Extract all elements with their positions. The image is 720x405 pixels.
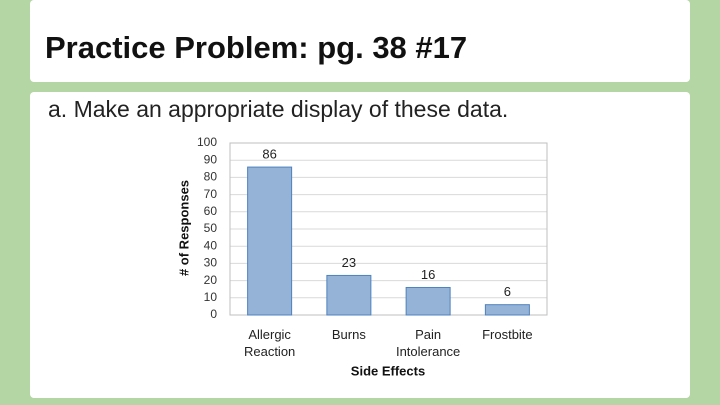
x-tick-label: Pain Intolerance	[395, 327, 461, 359]
content-box: a. Make an appropriate display of these …	[30, 92, 690, 398]
y-tick-label: 80	[204, 170, 218, 184]
value-label: 6	[504, 284, 511, 299]
bar	[405, 286, 451, 316]
y-tick-label: 60	[204, 204, 218, 218]
x-tick-label: Allergic Reaction	[243, 327, 296, 359]
y-tick-label: 0	[210, 307, 217, 321]
value-label: 86	[262, 147, 276, 162]
bar	[484, 304, 530, 316]
title-box: Practice Problem: pg. 38 #17	[30, 0, 690, 82]
x-axis-label: Side Effects	[351, 363, 425, 378]
y-axis-label: # of Responses	[176, 180, 191, 276]
y-tick-label: 40	[204, 238, 218, 252]
bar	[247, 166, 293, 316]
y-tick-label: 20	[204, 273, 218, 287]
y-tick-label: 90	[204, 152, 218, 166]
value-label: 16	[421, 267, 435, 282]
plot-border	[229, 142, 548, 316]
value-label: 23	[342, 255, 356, 270]
y-tick-label: 100	[197, 135, 217, 149]
y-tick-label: 30	[204, 256, 218, 270]
x-tick-label: Burns	[331, 327, 366, 342]
y-tick-label: 70	[204, 187, 218, 201]
y-tick-label: 10	[204, 290, 218, 304]
x-tick-label: Frostbite	[482, 327, 533, 342]
slide-text: a. Make an appropriate display of these …	[48, 96, 509, 122]
slide-title: Practice Problem: pg. 38 #17	[45, 30, 468, 65]
y-tick-label: 50	[204, 221, 218, 235]
bar	[326, 274, 372, 316]
